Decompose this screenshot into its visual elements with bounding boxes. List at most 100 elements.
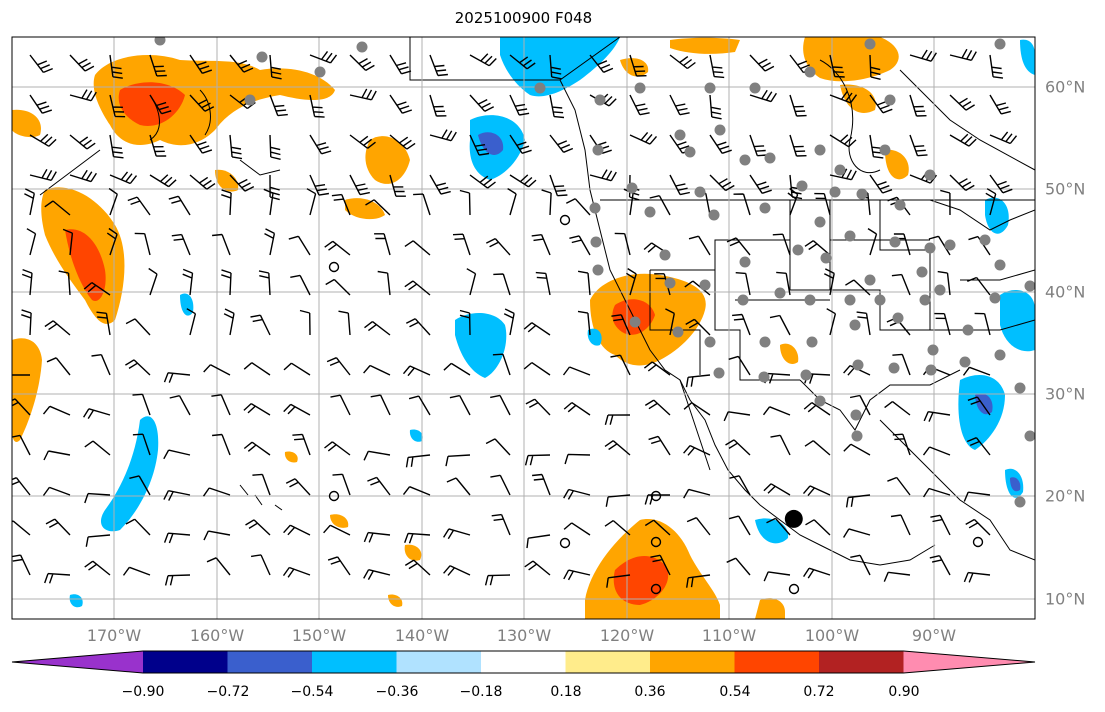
wind-barb	[206, 557, 231, 576]
calm-wind-marker	[788, 583, 800, 595]
station-marker	[759, 336, 771, 348]
station-marker	[759, 202, 771, 214]
lat-label-40n: 40°N	[1045, 282, 1086, 302]
wind-barb	[459, 309, 471, 336]
station-marker	[256, 51, 268, 63]
wind-barb	[491, 513, 511, 536]
wind-barb	[665, 308, 675, 336]
station-marker	[154, 37, 166, 46]
colorbar-outline	[11, 650, 1036, 674]
wind-barb	[490, 474, 511, 496]
station-marker	[806, 336, 818, 348]
wind-barb	[29, 133, 57, 147]
wind-barb	[845, 494, 871, 508]
wind-barb	[243, 441, 271, 456]
station-marker	[684, 146, 696, 158]
wind-barb	[106, 227, 118, 256]
wind-barb	[203, 364, 231, 376]
wind-barb	[749, 174, 772, 194]
wind-barb	[789, 94, 807, 117]
wind-barb	[892, 433, 911, 456]
wind-barb	[29, 168, 57, 181]
wind-barb	[404, 559, 431, 576]
wind-barb	[324, 441, 351, 456]
wind-barb	[12, 477, 31, 496]
wind-barb	[509, 174, 537, 188]
wind-barb	[967, 276, 991, 296]
wind-barb	[309, 134, 332, 155]
wind-barb	[469, 134, 490, 156]
wind-barb	[803, 402, 831, 416]
wind-barb	[804, 440, 831, 456]
lon-label-150w: 150°W	[291, 626, 347, 645]
wind-barb	[84, 440, 111, 456]
wind-barb	[446, 477, 471, 496]
station-marker	[994, 349, 1006, 361]
wind-barb	[83, 408, 111, 419]
wind-barb	[212, 233, 231, 256]
station-marker	[829, 186, 841, 198]
wind-barb	[285, 478, 311, 496]
wind-barb	[669, 174, 690, 196]
wind-barb	[69, 169, 97, 183]
station-marker	[796, 180, 808, 192]
station-marker	[994, 259, 1006, 271]
wind-barb	[443, 528, 471, 540]
wind-barb	[549, 134, 574, 153]
wind-barb	[549, 174, 568, 197]
wind-barb	[349, 54, 375, 72]
wind-barb	[909, 94, 927, 117]
wind-barb	[922, 446, 951, 456]
wind-barb	[531, 234, 551, 256]
wind-barb	[669, 94, 690, 116]
wind-barb	[229, 54, 254, 73]
wind-barb	[762, 406, 791, 416]
wind-barb	[843, 528, 871, 538]
wind-barb	[644, 519, 671, 536]
wind-barb	[408, 395, 431, 416]
wind-barb	[46, 357, 71, 376]
wind-barb	[148, 267, 158, 296]
colorbar-tick-label: −0.72	[206, 684, 250, 700]
lon-label-120w: 120°W	[599, 626, 655, 645]
wind-barb	[202, 487, 231, 497]
wind-barb	[469, 53, 497, 67]
wind-barb	[282, 566, 311, 578]
wind-barb	[509, 134, 532, 154]
wind-barb	[829, 134, 857, 148]
wind-barb	[648, 435, 671, 456]
wind-barb	[629, 54, 647, 77]
wind-barb	[83, 282, 111, 296]
wind-barb	[962, 366, 991, 376]
wind-barb	[377, 270, 391, 296]
wind-barb	[650, 554, 671, 576]
station-marker	[927, 344, 939, 356]
station-marker	[834, 164, 846, 176]
wind-barb	[125, 359, 151, 376]
wind-barb	[229, 94, 256, 110]
wind-barb	[974, 312, 991, 336]
wind-barb	[749, 54, 775, 72]
wind-barb	[443, 362, 471, 376]
station-marker	[737, 294, 749, 306]
wind-barb	[845, 279, 871, 296]
wind-barb	[405, 454, 431, 468]
colorbar-tick-label: −0.18	[459, 684, 503, 700]
wind-barb	[869, 174, 893, 194]
wind-barb	[814, 192, 831, 216]
wind-barb	[169, 395, 191, 416]
wind-barb	[264, 228, 276, 256]
wind-barb	[507, 188, 517, 216]
wind-barb	[605, 494, 631, 507]
station-marker	[674, 129, 686, 141]
wind-barb	[212, 433, 231, 456]
wind-barb	[109, 54, 123, 79]
wind-barb	[563, 569, 591, 581]
wind-barb	[12, 520, 31, 536]
wind-barb	[890, 514, 911, 536]
wind-barb	[683, 444, 711, 456]
wind-barb	[12, 398, 31, 416]
wind-barb	[221, 269, 232, 296]
wind-barb	[363, 531, 391, 543]
wind-barb	[484, 574, 511, 586]
